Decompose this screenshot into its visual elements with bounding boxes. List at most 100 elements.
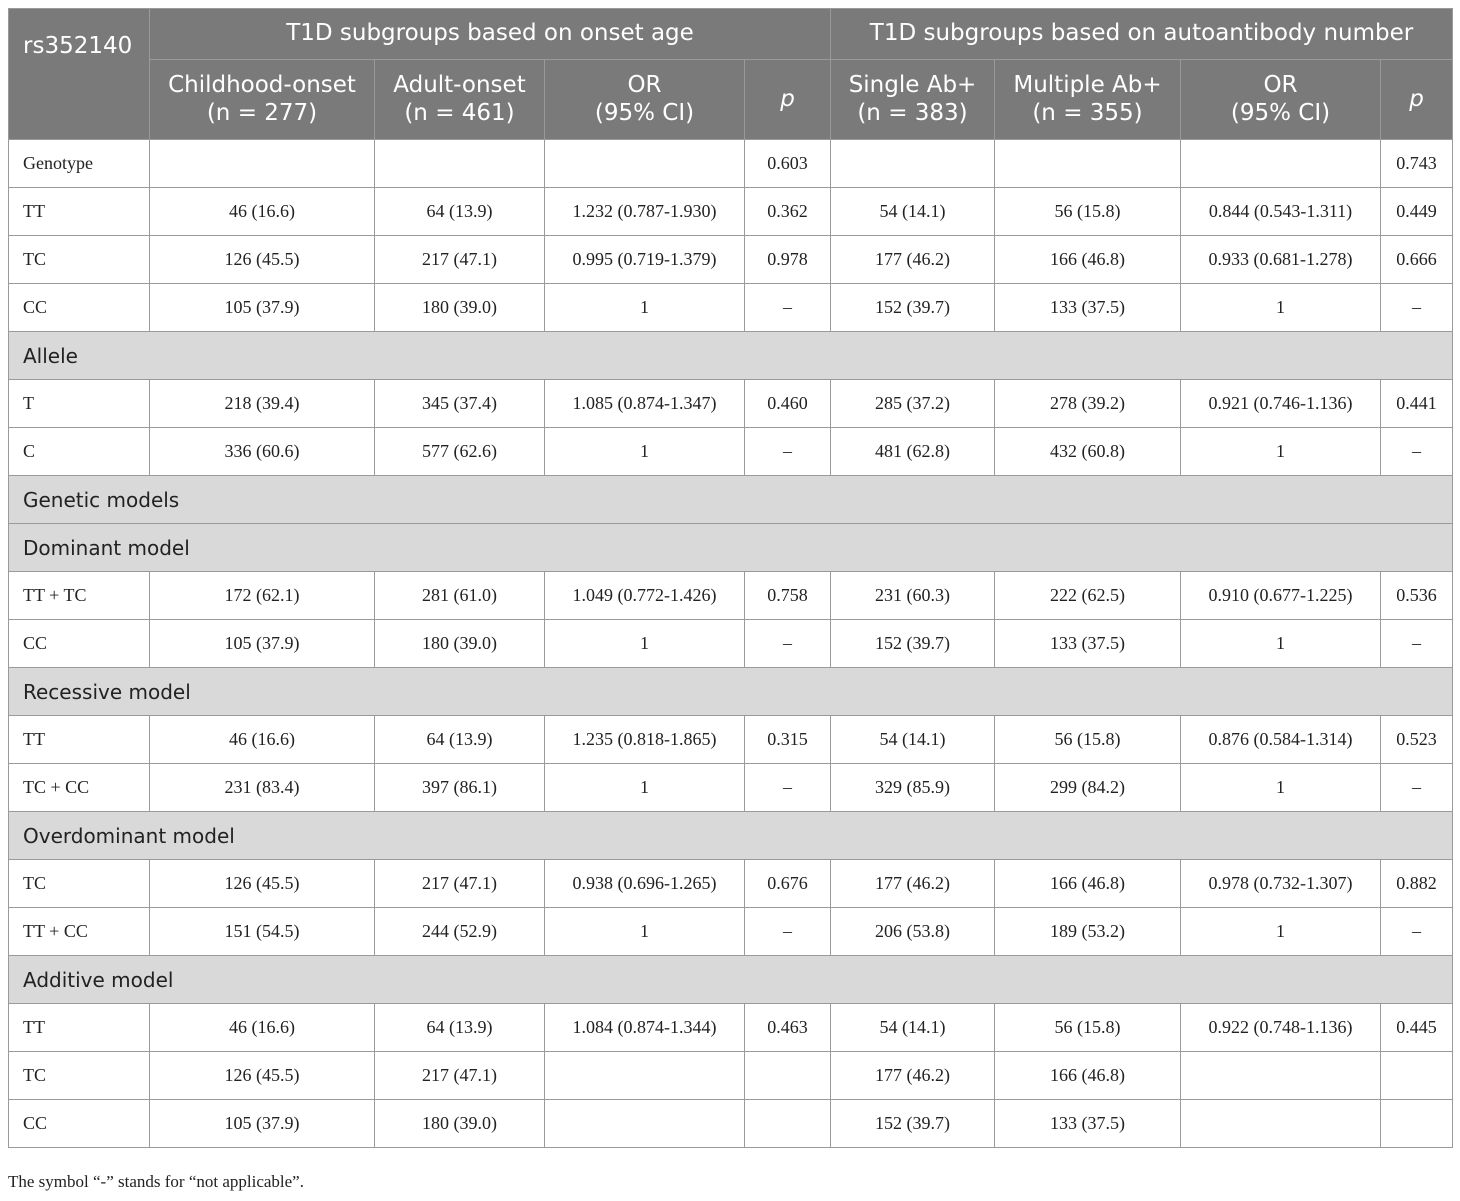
section-label: Overdominant model xyxy=(7,811,1454,860)
table-cell: 0.933 (0.681-1.278) xyxy=(1180,235,1381,284)
section-row: Additive model xyxy=(7,955,1454,1004)
row-label: CC xyxy=(8,1099,150,1148)
table-cell xyxy=(1379,1051,1454,1100)
table-cell: 0.995 (0.719-1.379) xyxy=(544,235,745,284)
table-cell: 64 (13.9) xyxy=(374,1003,545,1052)
row-label: TT xyxy=(8,187,150,236)
table-cell: 172 (62.1) xyxy=(149,571,375,620)
table-row: TC + CC 231 (83.4) 397 (86.1) 1–329 (85.9) 2… xyxy=(8,763,1454,812)
row-label: TT xyxy=(8,1003,150,1052)
table-cell: 231 (83.4) xyxy=(149,763,375,812)
table-cell: 152 (39.7) xyxy=(830,619,995,668)
table-cell: 56 (15.8) xyxy=(994,187,1181,236)
table-row: C 336 (60.6) 577 (62.6) 1–481 (62.8) 432 (60… xyxy=(8,427,1454,476)
header-multiple-ab: Multiple Ab+ (n = 355) xyxy=(994,59,1181,140)
table-cell: 46 (16.6) xyxy=(149,715,375,764)
table-cell: 56 (15.8) xyxy=(994,1003,1181,1052)
table-cell: 1 xyxy=(1180,283,1381,332)
table-row: CC 105 (37.9) 180 (39.0) 1–152 (39.7) 133 (3… xyxy=(8,283,1454,332)
table-cell: 336 (60.6) xyxy=(149,427,375,476)
row-label: CC xyxy=(8,619,150,668)
table-cell: – xyxy=(744,283,831,332)
table-cell: 222 (62.5) xyxy=(994,571,1181,620)
table-row: Genotype 0.603 0.743 xyxy=(8,139,1454,188)
table-cell xyxy=(149,139,375,188)
section-label: Dominant model xyxy=(7,523,1454,572)
table-cell: 177 (46.2) xyxy=(830,235,995,284)
table-row: TT + TC 172 (62.1) 281 (61.0) 1.049 (0.772-… xyxy=(8,571,1454,620)
table-cell: 0.876 (0.584-1.314) xyxy=(1180,715,1381,764)
section-label: Recessive model xyxy=(7,667,1454,716)
table-cell: 0.445 xyxy=(1379,1003,1454,1052)
row-label: TT + TC xyxy=(8,571,150,620)
table-cell: 54 (14.1) xyxy=(830,715,995,764)
table-cell: 0.536 xyxy=(1379,571,1454,620)
table-cell: 133 (37.5) xyxy=(994,283,1181,332)
table-cell: 217 (47.1) xyxy=(374,859,545,908)
table-row: TT + CC 151 (54.5) 244 (52.9) 1–206 (53.8) 1… xyxy=(8,907,1454,956)
section-row: Dominant model xyxy=(7,523,1454,572)
row-label: TC xyxy=(8,859,150,908)
header-p-ab: p xyxy=(1379,59,1454,140)
table-cell: 0.523 xyxy=(1379,715,1454,764)
section-row: Genetic models xyxy=(7,475,1454,524)
table-cell: 166 (46.8) xyxy=(994,1051,1181,1100)
table-cell: 64 (13.9) xyxy=(374,715,545,764)
table-cell: – xyxy=(744,907,831,956)
table-cell: 180 (39.0) xyxy=(374,619,545,668)
table-cell: 105 (37.9) xyxy=(149,1099,375,1148)
table-container: rs352140 T1D subgroups based on onset ag… xyxy=(7,8,1454,1148)
table-cell xyxy=(744,1051,831,1100)
table-cell: 1 xyxy=(544,907,745,956)
table-cell: 1 xyxy=(544,427,745,476)
table-cell: 0.910 (0.677-1.225) xyxy=(1180,571,1381,620)
table-cell: 0.362 xyxy=(744,187,831,236)
table-cell: 244 (52.9) xyxy=(374,907,545,956)
table-cell: 1 xyxy=(544,619,745,668)
row-label: TT + CC xyxy=(8,907,150,956)
table-cell: 0.922 (0.748-1.136) xyxy=(1180,1003,1381,1052)
table-row: TT 46 (16.6) 64 (13.9) 1.235 (0.818-1.865) 0… xyxy=(8,715,1454,764)
table-cell xyxy=(1379,1099,1454,1148)
table-row: TC 126 (45.5) 217 (47.1) 177 (46.2) 166 (46.… xyxy=(8,1051,1454,1100)
table-cell: 151 (54.5) xyxy=(149,907,375,956)
table-cell: 1.084 (0.874-1.344) xyxy=(544,1003,745,1052)
table-cell: – xyxy=(1379,907,1454,956)
table-cell: – xyxy=(1379,763,1454,812)
table-cell: 46 (16.6) xyxy=(149,1003,375,1052)
table-cell: 481 (62.8) xyxy=(830,427,995,476)
table-cell xyxy=(1180,1099,1381,1148)
header-or-onset: OR (95% CI) xyxy=(544,59,745,140)
table-cell: 1 xyxy=(544,283,745,332)
table-row: TT 46 (16.6) 64 (13.9) 1.084 (0.874-1.344) 0… xyxy=(8,1003,1454,1052)
results-table: rs352140 T1D subgroups based on onset ag… xyxy=(7,8,1454,1148)
section-row: Recessive model xyxy=(7,667,1454,716)
table-cell: 1.232 (0.787-1.930) xyxy=(544,187,745,236)
table-cell: 285 (37.2) xyxy=(830,379,995,428)
table-cell: 281 (61.0) xyxy=(374,571,545,620)
table-cell: 278 (39.2) xyxy=(994,379,1181,428)
table-cell: 397 (86.1) xyxy=(374,763,545,812)
table-cell: 54 (14.1) xyxy=(830,187,995,236)
section-label: Genetic models xyxy=(7,475,1454,524)
table-cell: 64 (13.9) xyxy=(374,187,545,236)
table-cell: 0.882 xyxy=(1379,859,1454,908)
table-cell: 1 xyxy=(1180,619,1381,668)
table-cell: 0.978 xyxy=(744,235,831,284)
row-label: T xyxy=(8,379,150,428)
table-cell xyxy=(830,139,995,188)
table-row: T 218 (39.4) 345 (37.4) 1.085 (0.874-1.347)… xyxy=(8,379,1454,428)
table-cell xyxy=(544,1051,745,1100)
table-cell: 152 (39.7) xyxy=(830,1099,995,1148)
table-cell: 0.938 (0.696-1.265) xyxy=(544,859,745,908)
header-p-onset: p xyxy=(744,59,831,140)
table-cell: 152 (39.7) xyxy=(830,283,995,332)
header-snp: rs352140 xyxy=(8,8,150,140)
table-cell: 217 (47.1) xyxy=(374,1051,545,1100)
table-cell: 180 (39.0) xyxy=(374,283,545,332)
table-row: CC 105 (37.9) 180 (39.0) 152 (39.7) 133 (37.… xyxy=(8,1099,1454,1148)
table-cell: 0.676 xyxy=(744,859,831,908)
table-cell: 56 (15.8) xyxy=(994,715,1181,764)
table-cell: 166 (46.8) xyxy=(994,235,1181,284)
table-body: Genotype 0.603 0.743 TT 46 (16.6) 64 (13.9) 1.… xyxy=(7,139,1454,1148)
